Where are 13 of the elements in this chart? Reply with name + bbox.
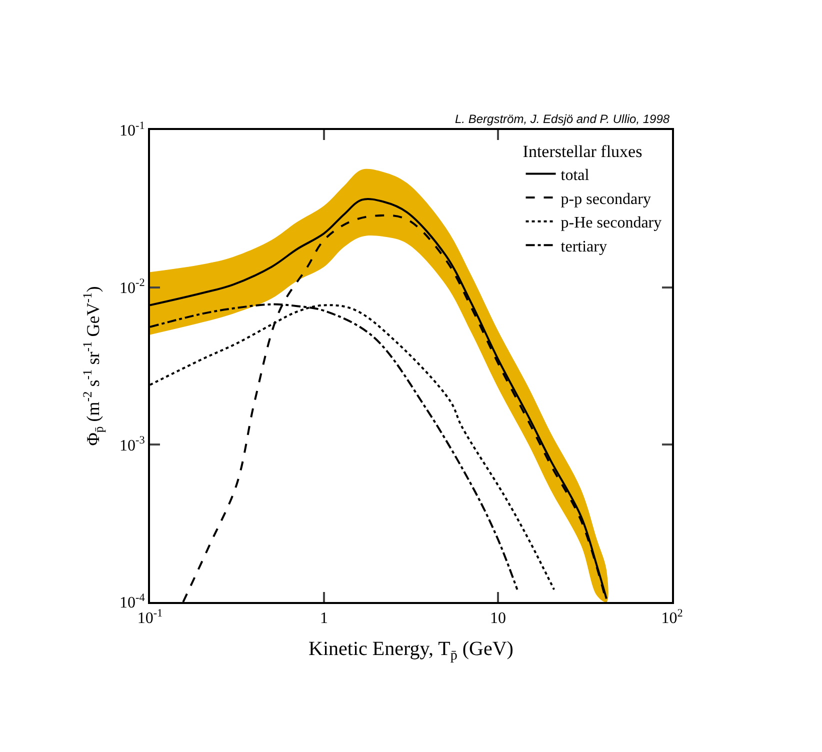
y-tick-label: 10$^{-2}$ bbox=[119, 277, 145, 297]
x-tick-label: 10 bbox=[490, 610, 506, 628]
y-tick-label: 10$^{-3}$ bbox=[119, 434, 146, 454]
legend-label: total bbox=[560, 166, 590, 184]
x-axis-title: Kinetic Energy, T$_{p̄}$ (GeV) bbox=[308, 638, 514, 664]
legend-title: Interstellar fluxes bbox=[522, 142, 642, 161]
x-tick-label: 1 bbox=[320, 610, 328, 628]
x-tick-label: 10$^{2}$ bbox=[661, 607, 683, 628]
legend-label: p-He secondary bbox=[560, 214, 662, 232]
legend-label: tertiary bbox=[560, 238, 607, 256]
y-tick-label: 10$^{-1}$ bbox=[119, 120, 145, 140]
text: L. Bergström, J. Edsjö and P. Ullio, 1998 bbox=[455, 112, 670, 126]
legend-label: p-p secondary bbox=[560, 190, 651, 208]
